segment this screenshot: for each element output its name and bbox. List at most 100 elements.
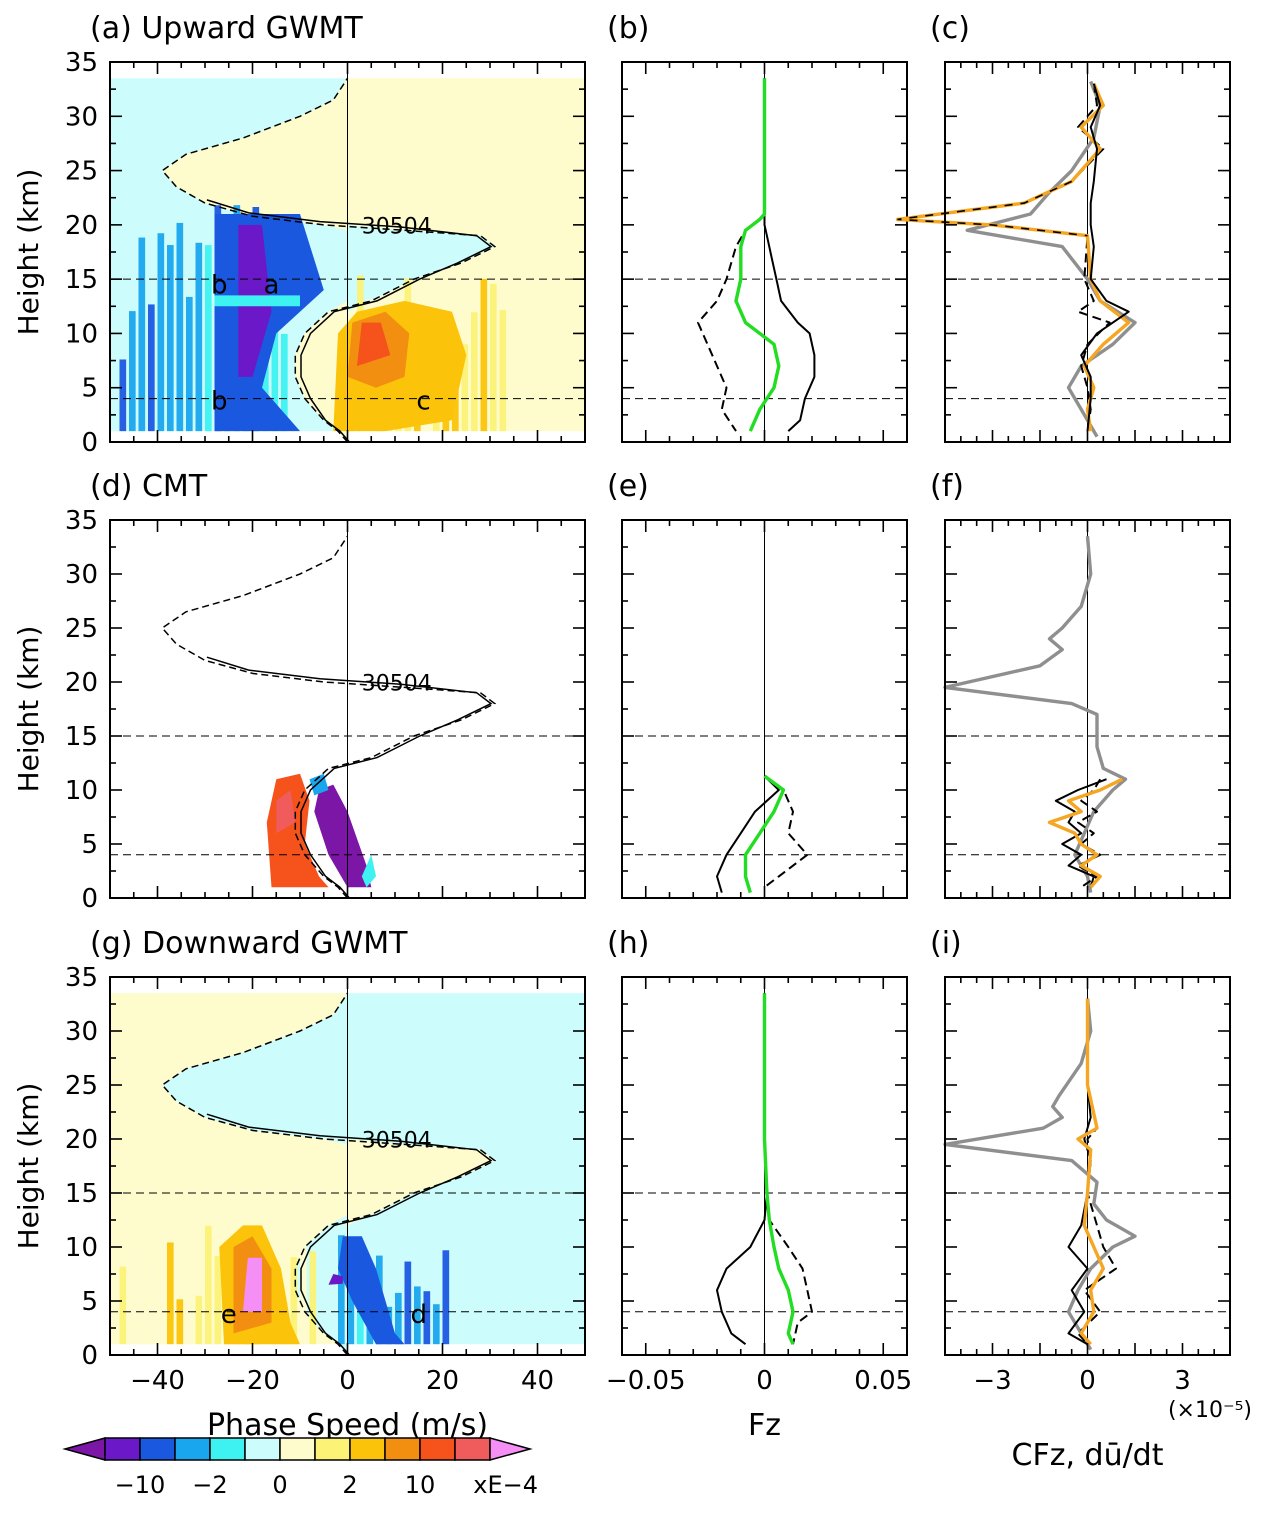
series-line-green (734, 78, 781, 432)
contour-label: 30504 (362, 672, 432, 697)
y-tick-label: 35 (65, 963, 98, 993)
y-tick-label: 25 (65, 157, 98, 187)
series-line-solid_black (1080, 83, 1130, 432)
shading-between-left (162, 78, 348, 442)
series-line-solid_black (1054, 778, 1107, 888)
y-tick-label: 25 (65, 1071, 98, 1101)
colorbar-tick-label: 10 (405, 1471, 436, 1499)
panel-title: (i) (930, 926, 962, 961)
contour-label: 30504 (362, 215, 432, 240)
flux-cell-positive (490, 283, 497, 432)
contour-label: 30504 (362, 1129, 432, 1154)
flux-cell-positive (461, 344, 469, 432)
flux-cell-positive (195, 1295, 203, 1345)
flux-cell-negative (442, 1250, 450, 1345)
flux-cell-positive (129, 1230, 136, 1345)
series-line-solid_black (716, 775, 780, 893)
series-line-orange (1047, 777, 1124, 889)
flux-cell-negative (414, 1286, 421, 1345)
y-tick-label: 20 (65, 1125, 98, 1155)
y-tick-label: 35 (65, 48, 98, 78)
series-line-orange (1076, 998, 1105, 1346)
series-line-gray (943, 536, 1128, 893)
flux-cell-negative (176, 222, 184, 432)
series-line-green (762, 993, 795, 1345)
y-tick-label: 20 (65, 211, 98, 241)
region-annotation: b (211, 271, 228, 301)
x-tick-label: −0.05 (606, 1366, 686, 1396)
flux-cell-negative (347, 1277, 355, 1345)
y-tick-label: 15 (65, 265, 98, 295)
flux-cell-positive (290, 1257, 298, 1345)
x-axis-label: CFz, dū/dt (1012, 1438, 1164, 1473)
y-tick-label: 5 (81, 830, 98, 860)
panel-frame (109, 61, 586, 443)
shading-between-right (347, 78, 495, 442)
panel-frame (621, 519, 908, 899)
series-line-dashed_black (896, 83, 1111, 432)
y-tick-label: 10 (65, 1233, 98, 1263)
series-line-dashed_black (697, 78, 766, 432)
y-tick-label: 30 (65, 1017, 98, 1047)
flux-cell-positive (205, 1225, 212, 1345)
region-annotation: b (211, 387, 228, 417)
flux-edge (309, 773, 329, 796)
flux-cell-positive (471, 312, 478, 432)
panel-title: (f) (930, 469, 964, 504)
y-tick-label: 15 (65, 722, 98, 752)
flux-region-core-positive (357, 322, 391, 366)
flux-cell-negative (129, 311, 136, 432)
panel-frame (944, 61, 1231, 443)
flux-region-core-negative (328, 1274, 343, 1285)
y-tick-label: 30 (65, 102, 98, 132)
x-tick-label: 0 (339, 1366, 356, 1396)
panel-title: (b) (607, 11, 649, 46)
series-overlay-dashes (897, 180, 1088, 237)
flux-cell-positive (167, 1242, 174, 1345)
flux-cell-positive (186, 1302, 193, 1345)
x-tick-label: 3 (1174, 1366, 1191, 1396)
flux-cell-negative (281, 333, 288, 432)
colorbar-tick-label: 2 (342, 1471, 357, 1499)
colorbar: −10 −2 0 2 10 xE−4 (62, 1437, 538, 1499)
panel-title: (d) CMT (90, 469, 208, 504)
colorbar-swatch (384, 1437, 421, 1461)
colorbar-swatch (244, 1437, 281, 1461)
colorbar-swatch (104, 1437, 141, 1461)
flux-cell-negative (119, 359, 127, 432)
flux-cell-positive (138, 1249, 146, 1345)
panel-frame (944, 519, 1231, 899)
series-line-solid_black (763, 78, 816, 432)
panel-frame (109, 976, 586, 1356)
flux-edge (361, 854, 376, 888)
flux-cell-negative (195, 242, 203, 432)
wind-curve-dashed (161, 77, 497, 442)
series-line-green (743, 774, 786, 894)
flux-cell-positive (148, 1259, 155, 1345)
colorbar-swatch (454, 1437, 491, 1461)
series-line-gray (943, 998, 1137, 1351)
series-line-solid_black (716, 993, 768, 1345)
panel-title: (e) (607, 469, 649, 504)
colorbar-swatch (174, 1437, 211, 1461)
panel-title: (h) (607, 926, 649, 961)
y-tick-label: 10 (65, 776, 98, 806)
panel-title: (g) Downward GWMT (90, 926, 408, 961)
colorbar-extension-high (489, 1437, 533, 1461)
series-line-dashed_black (763, 775, 809, 888)
y-tick-label: 0 (81, 884, 98, 914)
wind-curve-solid (206, 199, 493, 442)
x-tick-label: 40 (521, 1366, 554, 1396)
y-tick-label: 20 (65, 668, 98, 698)
flux-region-negative (314, 784, 372, 888)
flux-cell-negative (338, 1235, 345, 1345)
flux-region-negative (338, 1236, 405, 1345)
flux-cell-negative (138, 237, 146, 432)
flux-cell-negative (433, 1304, 440, 1345)
y-tick-label: 5 (81, 374, 98, 404)
region-annotation: a (264, 271, 280, 301)
colorbar-tick-label: 0 (272, 1471, 287, 1499)
colorbar-tick-label: −2 (192, 1471, 227, 1499)
flux-cell-negative (357, 1298, 364, 1345)
flux-cell-negative (395, 1292, 402, 1345)
